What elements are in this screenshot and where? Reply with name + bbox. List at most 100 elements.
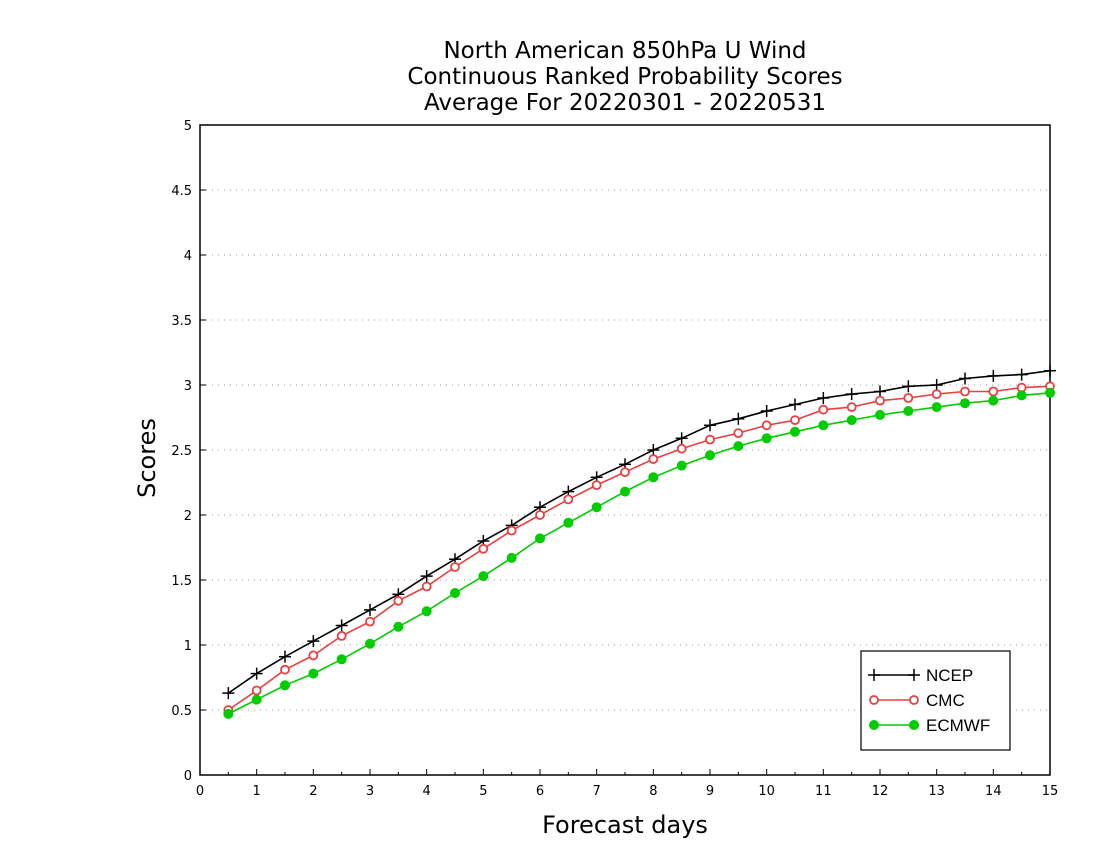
data-point [875,409,885,420]
data-point [874,385,886,398]
data-point [903,393,914,403]
data-point [393,621,404,632]
data-point [733,441,744,452]
data-point [845,388,858,401]
data-point [818,420,829,431]
chart-title-line: North American 850hPa U Wind [443,38,806,64]
data-point [676,460,687,471]
data-point [478,571,489,582]
data-point [335,619,348,632]
x-tick-label: 11 [815,784,832,799]
x-tick-label: 14 [985,784,1002,799]
data-point [1016,390,1027,401]
data-point [307,635,320,648]
data-point [1015,368,1028,381]
data-point [959,372,971,385]
data-point [733,428,744,439]
data-point [222,687,235,700]
x-axis-ticks: 0 1 2 3 4 5 6 7 8 9 10 11 12 13 14 15 [196,769,1058,799]
x-tick-label: 15 [1042,784,1059,799]
data-point [421,606,432,617]
data-point [251,685,262,696]
data-point [563,517,574,528]
data-point [365,616,375,627]
data-point [705,450,715,461]
series-layer [222,364,1056,719]
data-point [478,543,489,554]
y-tick-label: 2 [184,509,192,524]
data-point [280,680,290,691]
data-point [365,638,375,649]
data-point [279,650,291,663]
data-point [868,669,880,681]
data-point [704,419,716,432]
legend-label: CMC [926,691,965,710]
data-point [908,669,920,681]
data-point [506,525,517,536]
data-point [1044,364,1056,377]
data-point [535,510,545,520]
x-tick-label: 4 [423,784,431,799]
legend: NCEP CMC ECMWF [860,650,1011,751]
data-point [987,369,1000,382]
data-point [761,433,772,444]
data-point [591,502,602,513]
legend-item: ECMWF [869,716,990,735]
data-point [250,667,263,680]
data-point [223,708,234,719]
data-point [909,720,919,730]
data-point [931,402,942,413]
data-point [364,603,376,616]
data-point [930,379,943,391]
legend-label: ECMWF [926,716,990,735]
data-point [960,398,970,409]
x-tick-label: 3 [366,784,374,799]
data-point [732,412,745,425]
data-point [931,389,942,400]
legend-item: NCEP [868,666,973,685]
x-tick-label: 0 [196,784,204,799]
data-point [336,654,347,665]
data-point [902,380,915,393]
data-point [909,695,919,705]
chart-title-line: Average For 20220301 - 20220531 [424,90,826,116]
data-point [846,415,857,426]
data-point [280,664,290,675]
y-tick-label: 3.5 [171,314,192,329]
x-axis-label: Forecast days [542,811,708,839]
y-tick-label: 0.5 [171,704,192,719]
data-point [869,720,879,730]
data-point [563,494,574,505]
data-point [675,432,688,445]
y-tick-label: 4 [184,249,192,264]
data-point [535,533,545,544]
x-tick-label: 6 [536,784,544,799]
x-tick-label: 13 [928,784,945,799]
data-point [421,581,432,592]
y-tick-label: 5 [184,119,192,134]
y-tick-label: 2.5 [171,444,192,459]
data-point [336,631,347,641]
data-point [591,480,602,491]
y-tick-label: 1 [184,639,192,654]
y-tick-label: 3 [184,379,192,394]
data-point [393,595,404,606]
data-point [903,406,914,416]
data-point [648,472,659,483]
data-point [760,405,773,417]
data-point [648,454,659,465]
y-axis-ticks: 0 0.5 1 1.5 2 2.5 3 3.5 4 4.5 5 [171,119,206,784]
data-point [705,434,715,445]
x-tick-label: 2 [309,784,317,799]
data-point [251,694,262,705]
data-point [761,420,772,431]
series-cmc [223,381,1055,715]
data-point [869,695,879,705]
data-point [676,443,687,454]
data-point [620,486,630,497]
data-point [308,650,319,661]
grid-lines [200,189,1050,711]
data-point [647,444,660,456]
